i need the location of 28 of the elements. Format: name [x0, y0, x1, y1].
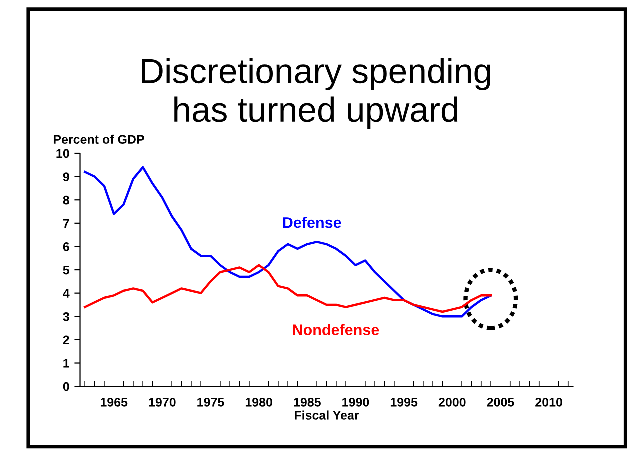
x-tick-label: 2000: [438, 398, 466, 407]
y-tick-label: 7: [63, 219, 70, 228]
y-tick-label: 10: [56, 149, 70, 158]
x-tick-label: 1980: [246, 398, 272, 407]
x-tick-label: 1990: [342, 398, 370, 407]
chart-title: Discretionary spending has turned upward: [142, 58, 490, 130]
y-tick-label: 1: [64, 359, 70, 368]
x-tick-label: 2005: [487, 398, 514, 407]
y-tick-label: 0: [63, 382, 70, 392]
line-series: [84, 264, 492, 314]
y-tick-label: 4: [63, 289, 70, 298]
x-tick-label: 2010: [536, 398, 562, 407]
series-label: Nondefense: [293, 324, 380, 336]
line-series: [84, 166, 492, 318]
x-axis-title: Fiscal Year: [295, 410, 360, 420]
y-tick-label: 8: [63, 196, 70, 205]
y-tick-label: 3: [63, 312, 70, 322]
y-tick-label: 2: [63, 336, 70, 344]
y-tick-label: 6: [63, 242, 70, 252]
y-tick-label: 9: [63, 172, 70, 182]
x-tick-label: 1985: [294, 398, 321, 407]
y-axis-title: Percent of GDP: [54, 134, 144, 144]
x-tick-label: 1970: [149, 398, 176, 407]
series-label: Defense: [283, 217, 342, 228]
x-tick-label: 1995: [390, 398, 418, 407]
x-tick-label: 1965: [100, 398, 128, 407]
x-tick-label: 1975: [198, 398, 224, 407]
y-tick-label: 5: [63, 266, 70, 275]
